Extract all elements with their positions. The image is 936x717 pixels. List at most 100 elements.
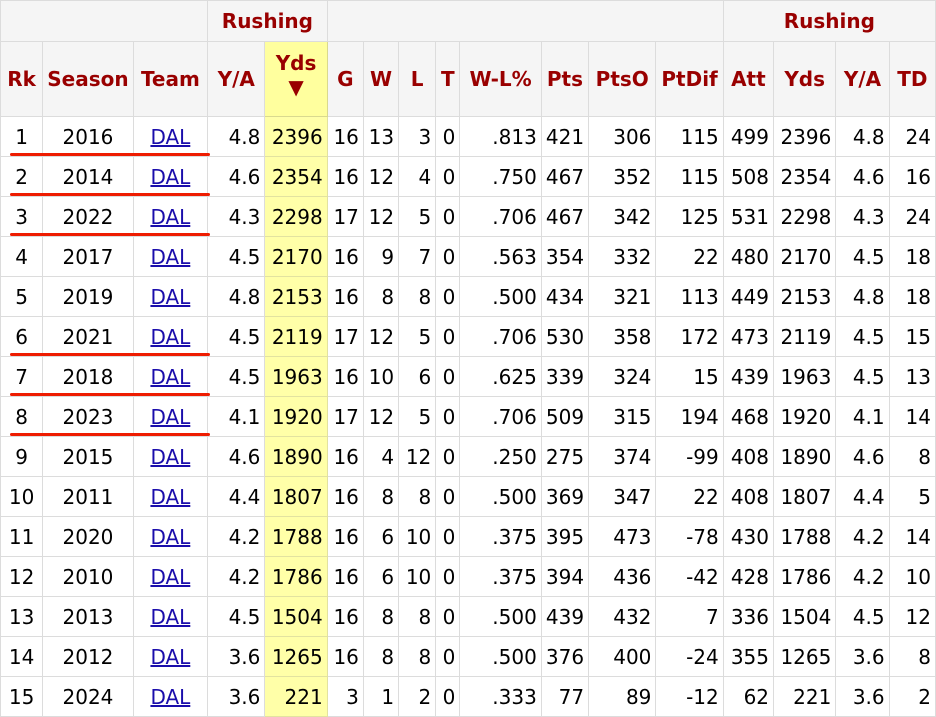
cell-rush-y-a: 4.3 <box>835 196 890 237</box>
cell-point-diff: -12 <box>655 676 724 717</box>
cell-games: 16 <box>326 476 364 517</box>
cell-point-diff: -24 <box>655 636 724 677</box>
cell-point-diff: -78 <box>655 516 724 557</box>
cell-losses: 8 <box>398 636 437 677</box>
cell-yds: 2396 <box>264 116 328 157</box>
col-header-rush-yds[interactable]: Yds <box>773 41 837 117</box>
cell-points-opp: 315 <box>588 396 657 437</box>
cell-rush-yds: 2119 <box>773 316 837 357</box>
col-header-att[interactable]: Att <box>722 41 775 117</box>
cell-rank: 4 <box>0 236 44 277</box>
cell-y-a: 4.8 <box>207 276 266 317</box>
col-header-ptdif[interactable]: PtDif <box>655 41 724 117</box>
cell-games: 16 <box>326 516 364 557</box>
cell-games: 16 <box>326 236 364 277</box>
cell-ties: 0 <box>435 596 461 637</box>
cell-y-a: 4.3 <box>207 196 266 237</box>
cell-rush-td: 14 <box>888 396 936 437</box>
team-link[interactable]: DAL <box>150 684 191 709</box>
cell-losses: 10 <box>398 556 437 597</box>
cell-win-loss-pct: .563 <box>459 236 542 277</box>
cell-points: 439 <box>540 596 590 637</box>
cell-games: 16 <box>326 156 364 197</box>
team-link[interactable]: DAL <box>150 164 191 189</box>
col-header-ptso[interactable]: PtsO <box>588 41 657 117</box>
cell-losses: 5 <box>398 396 437 437</box>
col-header-rush-y-a[interactable]: Y/A <box>835 41 890 117</box>
col-header-td[interactable]: TD <box>888 41 936 117</box>
cell-wins: 4 <box>362 436 400 477</box>
team-link[interactable]: DAL <box>150 244 191 269</box>
cell-rush-att: 449 <box>722 276 775 317</box>
col-header-pts[interactable]: Pts <box>540 41 590 117</box>
cell-y-a: 4.6 <box>207 156 266 197</box>
cell-rush-y-a: 4.8 <box>835 276 890 317</box>
cell-points: 77 <box>540 676 590 717</box>
cell-rush-att: 336 <box>722 596 775 637</box>
cell-rush-att: 408 <box>722 476 775 517</box>
cell-wins: 12 <box>362 396 400 437</box>
column-header-row: Rk Season Team Y/A Yds ▼ G W L T W-L% Pt… <box>0 41 936 117</box>
col-header-yds-label: Yds <box>275 51 317 75</box>
cell-point-diff: 115 <box>655 156 724 197</box>
team-link[interactable]: DAL <box>150 324 191 349</box>
over-header-rushing-right: Rushing <box>722 0 936 42</box>
cell-points-opp: 324 <box>588 356 657 397</box>
table-row: 9 2015 DAL 4.6 1890 16 4 12 0.250 275 374 -99 408 189… <box>0 436 936 477</box>
cell-wins: 12 <box>362 156 400 197</box>
col-header-l[interactable]: L <box>398 41 437 117</box>
cell-wins: 10 <box>362 356 400 397</box>
cell-losses: 8 <box>398 596 437 637</box>
team-link[interactable]: DAL <box>150 564 191 589</box>
team-link[interactable]: DAL <box>150 524 191 549</box>
cell-rank: 15 <box>0 676 44 717</box>
cell-win-loss-pct: .375 <box>459 516 542 557</box>
cell-season: 2014 <box>42 156 134 197</box>
col-header-w[interactable]: W <box>362 41 400 117</box>
cell-wins: 6 <box>362 556 400 597</box>
cell-rush-td: 12 <box>888 596 936 637</box>
team-link[interactable]: DAL <box>150 124 191 149</box>
cell-team: DAL <box>132 356 209 397</box>
cell-rank: 1 <box>0 116 44 157</box>
cell-rush-y-a: 4.2 <box>835 516 890 557</box>
col-header-w-l-pct[interactable]: W-L% <box>459 41 542 117</box>
cell-points-opp: 352 <box>588 156 657 197</box>
cell-games: 3 <box>326 676 364 717</box>
cell-win-loss-pct: .813 <box>459 116 542 157</box>
cell-rush-att: 499 <box>722 116 775 157</box>
cell-rush-att: 408 <box>722 436 775 477</box>
cell-team: DAL <box>132 196 209 237</box>
col-header-yds-sorted[interactable]: Yds ▼ <box>264 41 328 117</box>
col-header-g[interactable]: G <box>326 41 364 117</box>
over-header-row: Rushing Rushing <box>0 0 936 42</box>
cell-yds: 2170 <box>264 236 328 277</box>
cell-rush-att: 468 <box>722 396 775 437</box>
team-link[interactable]: DAL <box>150 484 191 509</box>
cell-wins: 12 <box>362 196 400 237</box>
team-link[interactable]: DAL <box>150 284 191 309</box>
cell-season: 2021 <box>42 316 134 357</box>
team-link[interactable]: DAL <box>150 404 191 429</box>
cell-losses: 6 <box>398 356 437 397</box>
cell-yds: 1786 <box>264 556 328 597</box>
team-link[interactable]: DAL <box>150 364 191 389</box>
col-header-y-a[interactable]: Y/A <box>207 41 266 117</box>
table-row: 4 2017 DAL 4.5 2170 16 9 7 0.563 354 332 22 480 2170 4… <box>0 236 936 277</box>
team-link[interactable]: DAL <box>150 444 191 469</box>
col-header-t[interactable]: T <box>435 41 461 117</box>
cell-point-diff: 113 <box>655 276 724 317</box>
team-link[interactable]: DAL <box>150 604 191 629</box>
cell-win-loss-pct: .333 <box>459 676 542 717</box>
cell-rush-yds: 1265 <box>773 636 837 677</box>
table-row: 11 2020 DAL 4.2 1788 16 6 10 0.375 395 473 -78 430 17… <box>0 516 936 557</box>
cell-season: 2015 <box>42 436 134 477</box>
team-link[interactable]: DAL <box>150 644 191 669</box>
cell-rush-y-a: 4.4 <box>835 476 890 517</box>
col-header-season[interactable]: Season <box>42 41 134 117</box>
cell-rank: 2 <box>0 156 44 197</box>
col-header-rk[interactable]: Rk <box>0 41 44 117</box>
cell-rush-yds: 2396 <box>773 116 837 157</box>
col-header-team[interactable]: Team <box>132 41 209 117</box>
team-link[interactable]: DAL <box>150 204 191 229</box>
